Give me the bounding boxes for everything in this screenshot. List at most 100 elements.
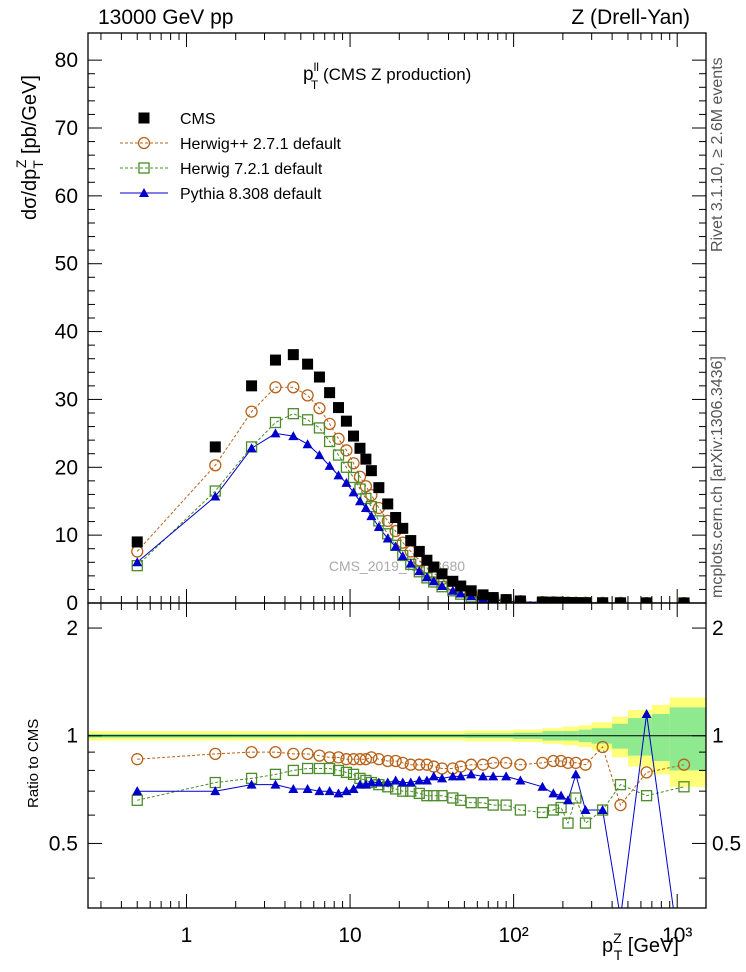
ratio-data-point — [210, 786, 221, 796]
xlabel-sup: Z — [613, 930, 622, 946]
cms-data-point — [360, 453, 372, 465]
cms-data-point — [373, 482, 385, 494]
cms-data-point — [287, 349, 299, 361]
main-data-point — [302, 439, 313, 449]
main-y-tick-label: 60 — [55, 185, 78, 208]
ratio-y-tick-label: 0.5 — [49, 832, 78, 855]
ratio-data-point — [554, 754, 568, 768]
cms-data-point — [487, 592, 499, 603]
main-data-point — [287, 381, 300, 394]
ratio-data-point — [536, 806, 549, 819]
ratio-data-point — [487, 799, 499, 811]
cms-data-point — [614, 597, 626, 603]
ratio-x-tick-label: 1 — [181, 924, 193, 947]
main-data-point — [210, 491, 221, 501]
ratio-data-point — [382, 777, 393, 787]
main-data-point — [341, 477, 352, 487]
cms-data-point — [570, 597, 582, 603]
ratio-data-point — [269, 745, 282, 759]
ratio-data-point — [536, 756, 549, 769]
ratio-data-point — [347, 768, 360, 781]
ratio-data-point — [436, 790, 448, 802]
main-data-point — [447, 585, 458, 595]
cms-data-point — [455, 580, 467, 592]
cms-data-point — [428, 561, 440, 573]
main-data-point — [245, 405, 258, 418]
legend-marker — [138, 162, 150, 174]
main-data-point — [359, 480, 373, 493]
ratio-x-tick-label: 10² — [498, 924, 528, 947]
ratio-data-point — [353, 753, 367, 766]
cms-data-point — [562, 597, 574, 603]
cms-data-point — [348, 430, 360, 442]
main-data-point — [414, 566, 425, 576]
ratio-data-point — [487, 756, 500, 769]
main-data-point — [269, 381, 282, 394]
main-series-line — [136, 432, 684, 603]
ratio-data-point — [455, 771, 466, 781]
main-data-point — [347, 471, 360, 484]
main-data-point — [366, 511, 377, 521]
ratio-data-point — [381, 754, 394, 768]
main-y-tick-label: 70 — [55, 117, 78, 140]
ratio-data-point — [420, 758, 434, 771]
ratio-data-point — [332, 764, 345, 777]
cms-data-point — [340, 415, 352, 427]
header-right: Z (Drell-Yan) — [571, 6, 690, 29]
ratio-data-point — [579, 758, 592, 771]
main-data-point — [333, 470, 344, 480]
legend-marker — [138, 112, 150, 124]
main-data-point — [437, 581, 448, 591]
main-data-point — [397, 549, 409, 562]
cms-data-point — [302, 358, 314, 370]
main-ylabel: dσ/dpTZ [pb/GeV] — [13, 75, 46, 220]
ratio-data-point — [465, 797, 477, 809]
stat-uncertainty-band-segment — [669, 707, 706, 771]
stat-uncertainty-band-segment — [651, 714, 671, 761]
ratio-data-point — [476, 758, 490, 771]
cms-data-point — [313, 371, 325, 383]
main-data-point — [354, 496, 365, 506]
header-left: 13000 GeV pp — [98, 6, 233, 29]
ratio-data-point — [555, 801, 567, 814]
ratio-data-point — [365, 751, 378, 764]
ylabel-sub: T — [30, 160, 46, 169]
main-data-point — [269, 416, 282, 429]
main-data-point — [455, 588, 466, 598]
rivet-label: Rivet 3.1.10, ≥ 2.6M events — [709, 57, 726, 252]
main-data-point — [390, 541, 401, 551]
ratio-data-point — [501, 771, 512, 781]
main-y-tick-label: 80 — [55, 49, 78, 72]
cms-data-point — [477, 589, 489, 601]
main-y-tick-label: 10 — [55, 524, 78, 547]
main-data-point — [313, 422, 326, 434]
ratio-data-point — [245, 745, 258, 759]
ratio-data-point — [288, 783, 299, 793]
title-rest: (CMS Z production) — [318, 65, 471, 84]
ratio-data-point — [340, 766, 353, 779]
cms-data-point — [579, 597, 591, 603]
legend-label: Pythia 8.308 default — [180, 186, 322, 203]
ratio-data-point — [514, 804, 527, 816]
ratio-uncertainty-bands — [88, 697, 706, 787]
main-data-point — [132, 557, 143, 567]
ratio-data-point — [547, 754, 560, 768]
cms-data-point — [536, 596, 548, 603]
main-data-point — [348, 487, 359, 497]
main-data-point — [323, 435, 336, 448]
ratio-ylabel: Ratio to CMS — [25, 719, 42, 808]
main-data-point — [301, 389, 314, 402]
axes-layer: 0 10 20 30 40 50 60 70 80 1 10 10² 10³ 0.5 0.5 1 1 2 2 — [49, 33, 741, 947]
stat-uncertainty-band-segment — [627, 718, 653, 756]
main-data-point — [340, 461, 353, 473]
ratio-data-point — [413, 758, 426, 771]
main-data-point — [246, 443, 257, 453]
main-data-point — [354, 483, 366, 495]
cms-data-point — [597, 597, 609, 603]
ratio-data-point — [397, 777, 408, 787]
cms-data-point — [246, 380, 258, 392]
cms-data-point — [131, 536, 143, 548]
ratio-x-tick-label: 10³ — [662, 924, 692, 947]
main-data-point — [288, 431, 299, 441]
